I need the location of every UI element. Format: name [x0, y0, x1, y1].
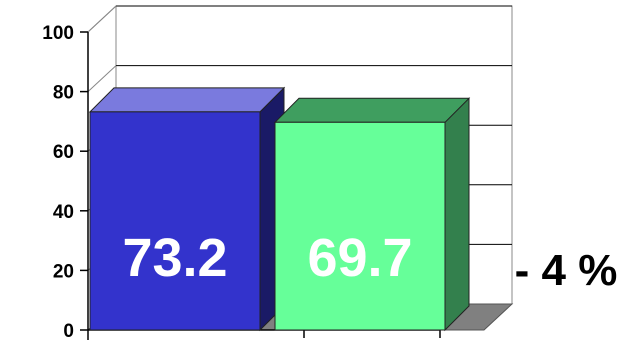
data-labels: 73.2 69.7 [122, 228, 412, 288]
bar [273, 97, 471, 332]
y-tick-label: 40 [53, 202, 74, 223]
y-tick-label: 0 [63, 321, 74, 342]
y-tick-label: 80 [53, 83, 74, 104]
change-annotation: - 4 % [515, 246, 618, 295]
gridline-side [87, 5, 117, 33]
data-label: 73.2 [122, 228, 227, 288]
y-tick-label: 60 [53, 142, 74, 163]
y-tick-label: 100 [42, 23, 74, 44]
bar-front-face [89, 111, 261, 331]
y-tick-label: 20 [53, 261, 74, 282]
bar-front-face [274, 121, 446, 331]
bar-top-face [88, 87, 286, 113]
bar [88, 86, 286, 332]
data-label: 69.7 [307, 228, 412, 288]
bar-side-face [444, 97, 470, 332]
bars [88, 86, 471, 332]
gridline-side [87, 65, 117, 92]
y-axis-ticks: 0 20 40 60 80 100 [42, 23, 88, 342]
bar-top-face [273, 97, 471, 123]
